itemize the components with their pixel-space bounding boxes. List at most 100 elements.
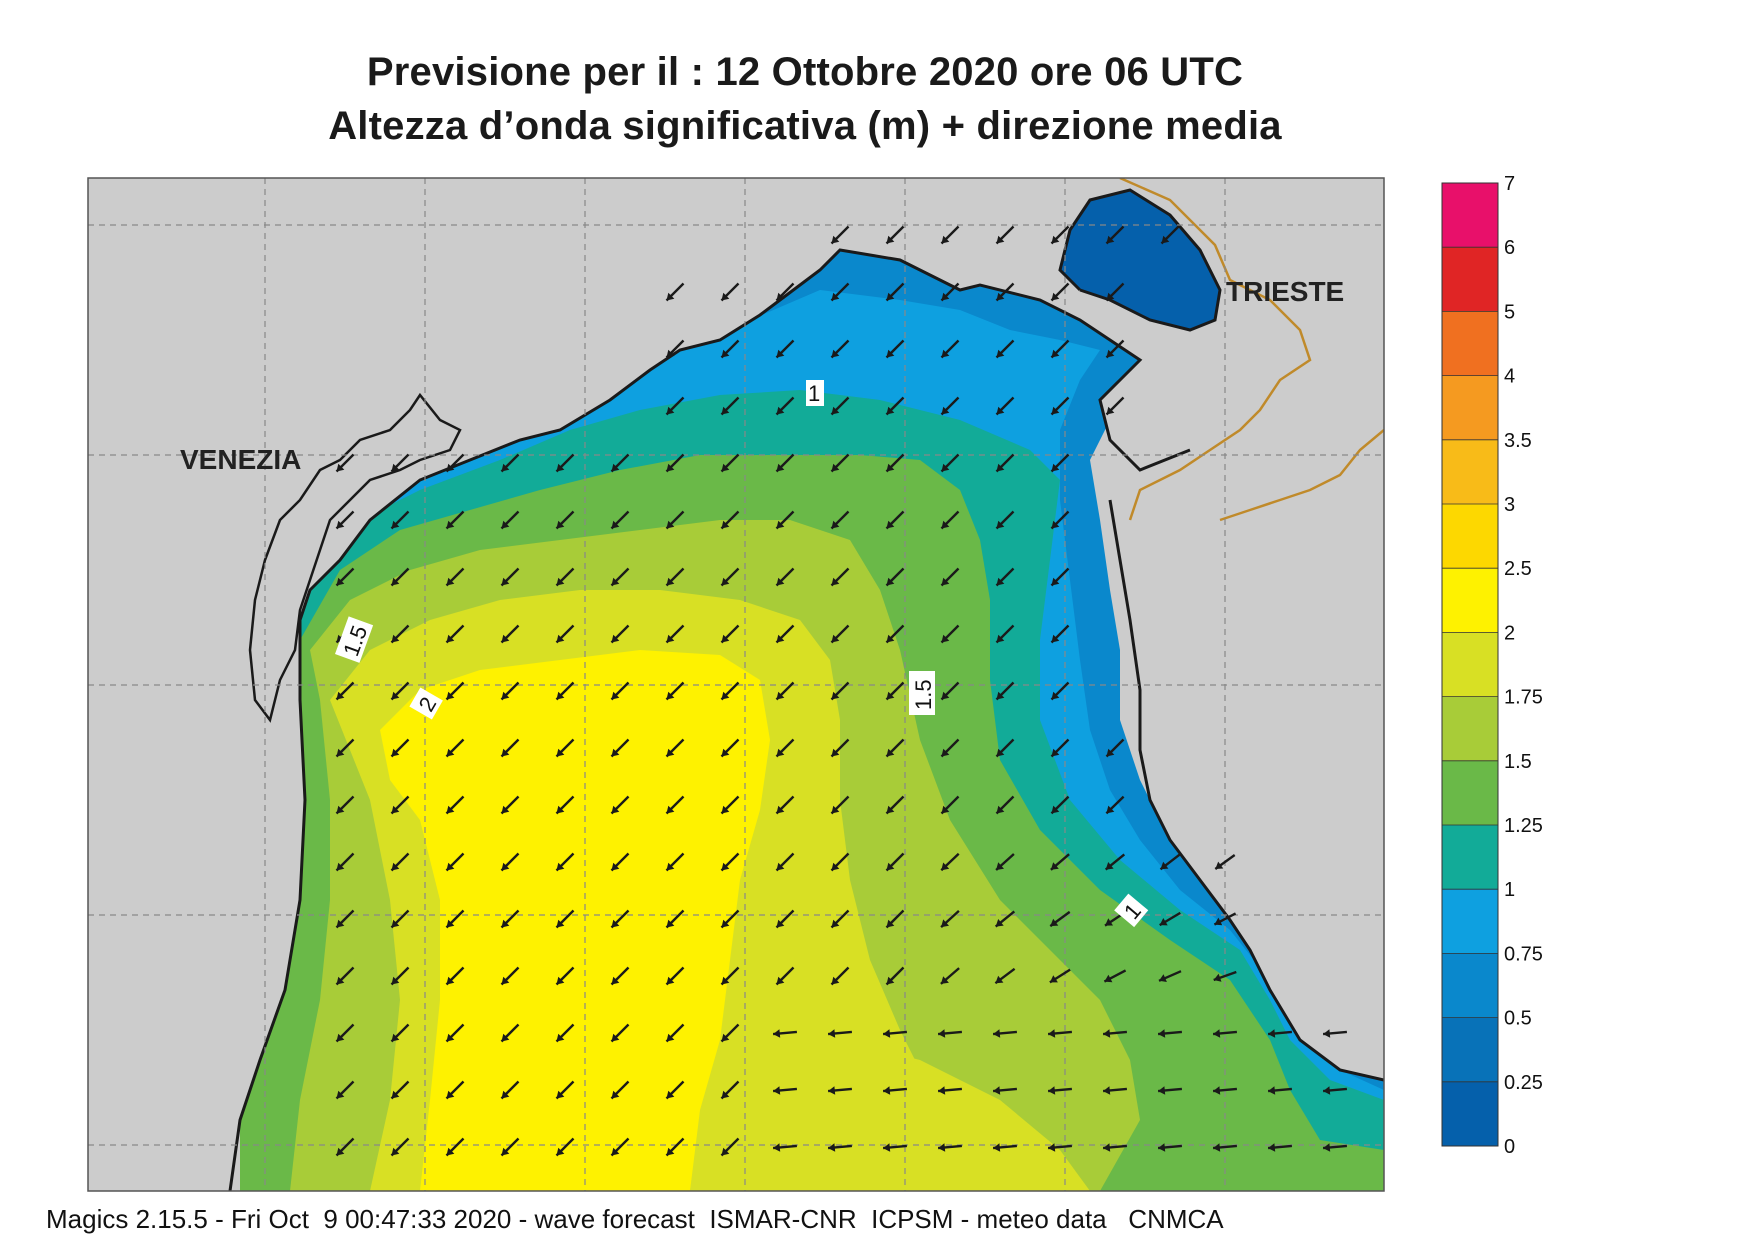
direction-arrowhead [446, 577, 455, 586]
direction-arrowhead [831, 520, 840, 529]
direction-arrowhead [556, 862, 565, 871]
direction-arrowhead [941, 919, 949, 928]
direction-arrowhead [336, 577, 345, 586]
direction-arrowhead [996, 292, 1005, 301]
direction-arrowhead [446, 1033, 455, 1042]
direction-arrowhead [1268, 1029, 1276, 1038]
direction-arrowhead [941, 748, 950, 757]
direction-arrowhead [721, 406, 730, 415]
colorbar-tick-label: 0.25 [1504, 1072, 1543, 1094]
direction-arrowhead [721, 463, 730, 472]
forecast-title: Previsione per il : 12 Ottobre 2020 ore … [366, 50, 1244, 94]
direction-arrowhead [666, 691, 675, 700]
direction-arrowhead [1051, 235, 1060, 244]
direction-arrowhead [831, 862, 840, 871]
direction-arrowhead [776, 748, 785, 757]
contour-label-15-east: 1.5 [909, 671, 936, 715]
direction-arrowhead [336, 1033, 345, 1042]
direction-arrowhead [336, 919, 345, 928]
direction-arrowhead [993, 1086, 1001, 1095]
direction-arrowhead [721, 292, 730, 301]
direction-arrowhead [1158, 1029, 1166, 1038]
direction-arrowhead [336, 1090, 345, 1099]
direction-arrowhead [446, 520, 455, 529]
colorbar-tick-label: 2.5 [1504, 558, 1532, 580]
direction-arrowhead [1050, 918, 1059, 927]
colorbar-tick-label: 0.5 [1504, 1008, 1532, 1030]
direction-arrowhead [1323, 1086, 1331, 1095]
direction-arrowhead [1051, 349, 1060, 358]
colorbar-swatch [1442, 632, 1498, 698]
direction-arrowhead [831, 976, 840, 985]
direction-arrowhead [556, 748, 565, 757]
colorbar-tick-label: 1.75 [1504, 687, 1543, 709]
direction-arrowhead [721, 1090, 730, 1099]
footer-credits: Magics 2.15.5 - Fri Oct 9 00:47:33 2020 … [46, 1204, 1224, 1234]
direction-arrowhead [1051, 577, 1060, 586]
direction-arrowhead [1050, 862, 1059, 870]
direction-arrowhead [1051, 463, 1060, 472]
direction-arrowhead [721, 919, 730, 928]
colorbar-swatch [1442, 696, 1498, 762]
direction-arrowhead [501, 1090, 510, 1099]
direction-arrowhead [611, 1090, 620, 1099]
colorbar-swatch [1442, 825, 1498, 890]
direction-arrowhead [666, 1033, 675, 1042]
contour-label-text: 1 [808, 381, 820, 406]
colorbar-tick-label: 1.5 [1504, 751, 1532, 773]
direction-arrowhead [501, 1033, 510, 1042]
coastline-istria [1108, 499, 1384, 1082]
colorbar-tick-label: 1.25 [1504, 815, 1543, 837]
direction-arrowhead [501, 463, 510, 472]
direction-arrowhead [776, 520, 785, 529]
direction-arrowhead [1051, 406, 1060, 415]
direction-arrowhead [556, 634, 565, 643]
direction-arrowhead [1323, 1143, 1331, 1152]
colorbar-tick-label: 7 [1504, 173, 1515, 195]
direction-arrowhead [446, 463, 455, 472]
direction-arrowhead [776, 406, 785, 415]
direction-arrowhead [831, 463, 840, 472]
wave-direction-arrows [335, 225, 1348, 1157]
direction-arrowhead [996, 235, 1005, 244]
colorbar-swatch [1442, 504, 1498, 569]
direction-arrowhead [501, 805, 510, 814]
direction-arrowhead [886, 976, 895, 985]
coastline-trieste-gulf [1058, 188, 1222, 332]
direction-arrowhead [336, 748, 345, 757]
colorbar-tick-label: 4 [1504, 366, 1515, 388]
direction-arrowhead [501, 634, 510, 643]
direction-arrowhead [666, 463, 675, 472]
direction-arrowhead [831, 349, 840, 358]
direction-arrowhead [391, 1147, 400, 1156]
direction-arrowhead [666, 976, 675, 985]
direction-arrowhead [721, 577, 730, 586]
direction-arrowhead [721, 1147, 730, 1156]
direction-arrowhead [1106, 805, 1115, 814]
direction-arrowhead [556, 1147, 565, 1156]
direction-arrowhead [1051, 748, 1060, 757]
direction-arrowhead [391, 634, 400, 643]
direction-arrowhead [776, 976, 785, 985]
label-trieste: TRIESTE [1226, 276, 1344, 307]
colorbar-tick-label: 1 [1504, 879, 1515, 901]
direction-arrowhead [941, 463, 950, 472]
direction-arrowhead [611, 805, 620, 814]
direction-arrowhead [666, 349, 675, 358]
direction-arrowhead [391, 919, 400, 928]
direction-arrowhead [831, 406, 840, 415]
direction-arrowhead [446, 862, 455, 871]
direction-arrowhead [993, 1029, 1001, 1038]
direction-arrowhead [446, 748, 455, 757]
direction-arrowhead [941, 805, 950, 814]
direction-arrowhead [941, 235, 950, 244]
direction-arrowhead [721, 862, 730, 871]
label-venezia: VENEZIA [180, 444, 301, 475]
colorbar-tick-label: 5 [1504, 301, 1515, 323]
direction-arrowhead [611, 520, 620, 529]
colorbar-tick-label: 0.75 [1504, 943, 1543, 965]
direction-arrowhead [886, 520, 895, 529]
colorbar-swatch [1442, 953, 1498, 1019]
venice-lagoon-land [250, 395, 460, 720]
